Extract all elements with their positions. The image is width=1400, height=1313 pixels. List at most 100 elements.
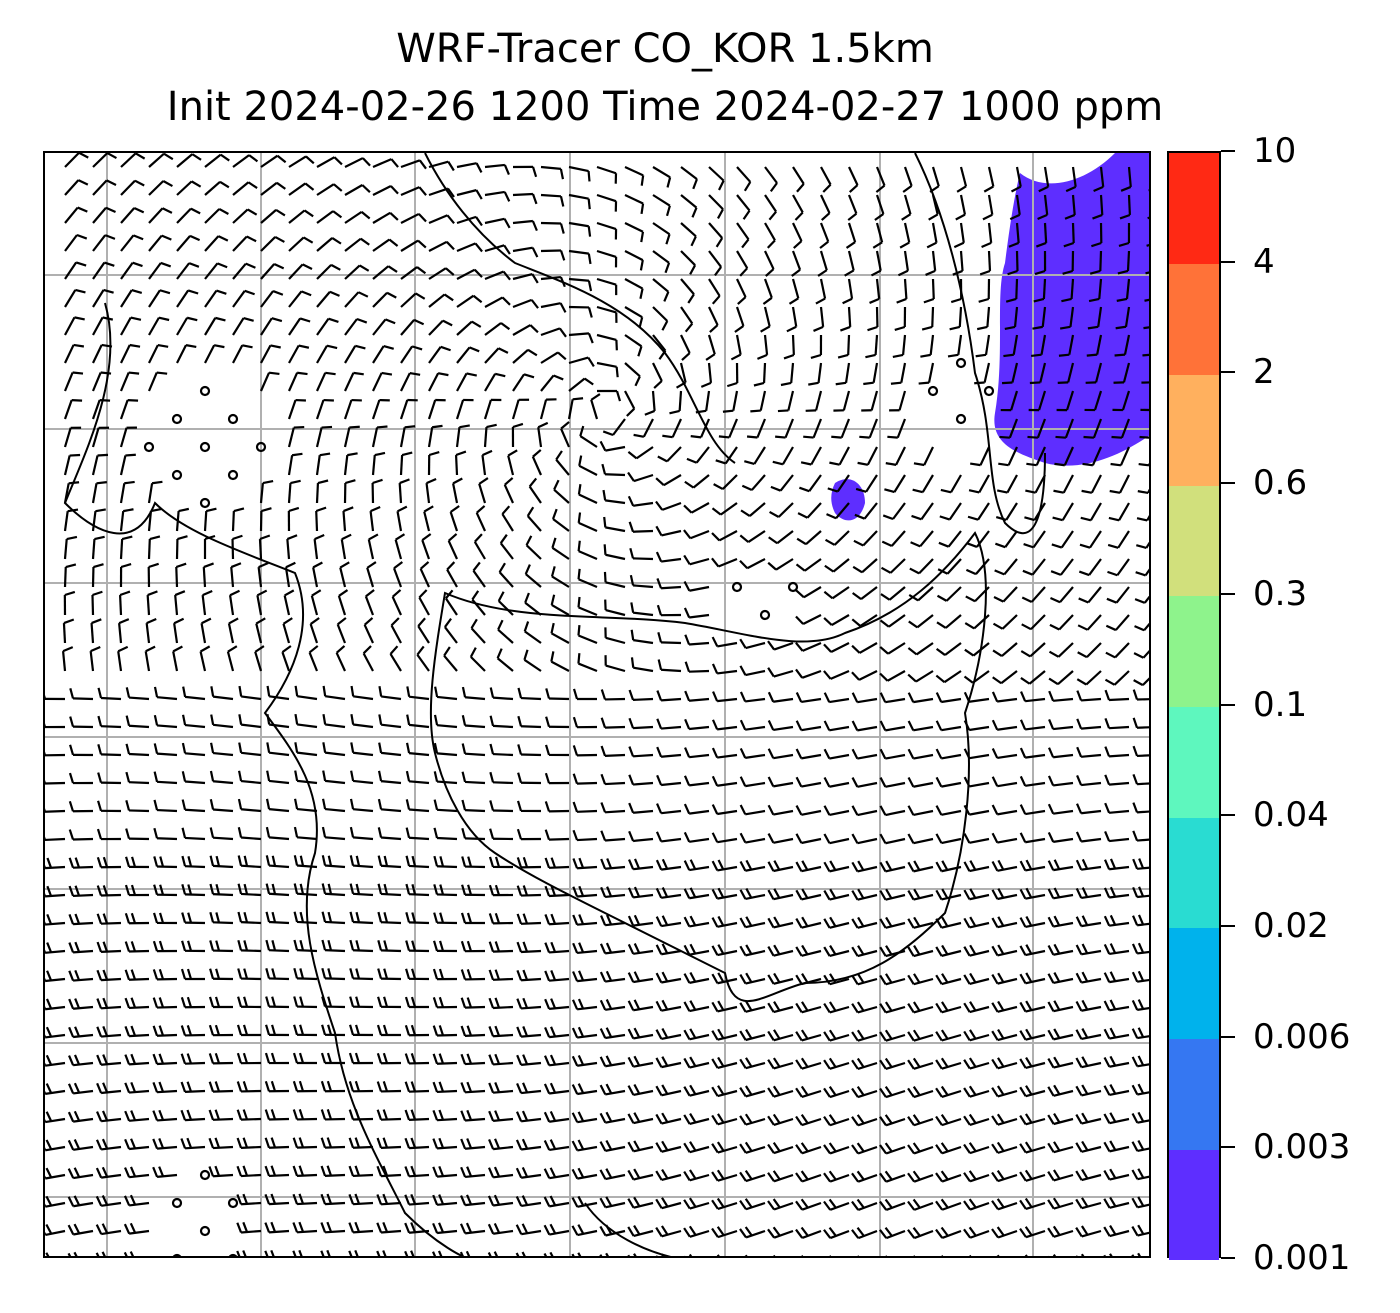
wind-barb	[652, 222, 671, 245]
wind-barb	[473, 533, 486, 560]
wind-barb	[516, 1026, 542, 1038]
wind-barb	[655, 1084, 682, 1097]
wind-barb	[180, 1081, 206, 1093]
wind-barb	[153, 884, 178, 897]
wind-barb	[1132, 745, 1149, 758]
wind-barb	[627, 914, 654, 927]
wind-barb	[120, 207, 145, 224]
wind-barb	[236, 1193, 262, 1206]
wind-barb	[378, 685, 402, 701]
wind-barb	[970, 446, 990, 467]
wind-barb	[64, 288, 86, 308]
wind-barb	[400, 239, 427, 252]
wind-barb	[935, 1085, 962, 1098]
wind-barb	[1133, 677, 1149, 687]
wind-barb	[795, 860, 822, 873]
wind-barb	[718, 418, 739, 439]
wind-barb	[734, 306, 745, 333]
wind-barb	[879, 1001, 906, 1014]
wind-barb	[1110, 446, 1131, 467]
wind-barb	[460, 1166, 486, 1179]
wind-barb	[472, 561, 486, 588]
wind-barb	[875, 166, 886, 193]
wind-barb	[655, 1197, 682, 1210]
wind-barb	[236, 1081, 262, 1093]
wind-barb	[455, 424, 470, 448]
wind-barb	[516, 1054, 542, 1066]
wind-barb	[294, 770, 318, 785]
coastline-north	[424, 153, 736, 464]
wind-barb	[767, 1001, 794, 1014]
wind-barb	[910, 530, 934, 548]
wind-barb	[148, 207, 173, 224]
wind-barb	[907, 1029, 934, 1042]
wind-barb	[428, 372, 449, 392]
wind-barb	[739, 1000, 766, 1013]
wind-barb	[148, 316, 170, 336]
wind-barb	[45, 942, 66, 954]
wind-barb	[744, 446, 766, 466]
wind-barb	[208, 1024, 234, 1037]
wind-barb	[852, 558, 878, 574]
wind-barb	[209, 968, 234, 981]
wind-barb	[232, 235, 257, 252]
wind-barb	[1047, 972, 1074, 985]
wind-barb	[444, 589, 458, 616]
calm-wind-marker	[787, 581, 799, 593]
wind-barb	[907, 805, 934, 817]
wind-barb	[405, 912, 430, 925]
wind-barb	[795, 1114, 822, 1127]
wind-barb	[260, 344, 281, 364]
wind-barb	[708, 222, 724, 248]
wind-barb	[456, 372, 477, 392]
wind-barb	[292, 1137, 318, 1149]
wind-barb	[180, 968, 206, 981]
wind-barb	[92, 153, 117, 168]
wind-barb	[624, 194, 645, 215]
wind-barb	[950, 278, 963, 304]
wind-barb	[907, 1114, 934, 1127]
wind-barb	[264, 1165, 290, 1178]
wind-barb	[517, 772, 542, 785]
wind-barb	[656, 604, 682, 617]
wind-barb	[879, 805, 906, 817]
wind-barb	[512, 192, 538, 205]
wind-barb	[363, 617, 374, 644]
wind-barb	[600, 773, 626, 786]
wind-barb	[628, 521, 654, 533]
wind-barb	[208, 996, 234, 1009]
wind-barb	[400, 318, 425, 336]
wind-barb	[995, 530, 1018, 549]
wind-barb	[544, 1026, 570, 1039]
wind-barb	[577, 484, 598, 504]
wind-barb	[1075, 1169, 1102, 1182]
wind-barb	[851, 642, 878, 654]
wind-barb	[683, 607, 710, 619]
wind-barb	[874, 194, 885, 221]
wind-barb	[1109, 474, 1130, 494]
wind-barb	[91, 535, 105, 560]
wind-barb	[879, 833, 906, 845]
wind-barb	[123, 1251, 135, 1256]
wind-barb	[316, 317, 339, 336]
wind-barb	[1103, 886, 1130, 899]
wind-barb	[1053, 474, 1074, 494]
wind-barb	[540, 165, 565, 180]
wind-barb	[1104, 802, 1130, 814]
wind-barb	[935, 1057, 962, 1070]
wind-barb	[991, 1170, 1018, 1183]
wind-barb	[739, 719, 766, 731]
wind-barb	[1000, 390, 1019, 412]
wind-barb	[1075, 1056, 1102, 1069]
wind-barb	[792, 166, 805, 193]
wind-barb	[1019, 1226, 1046, 1239]
wind-barb	[67, 1082, 94, 1095]
wind-barb	[711, 804, 738, 816]
wind-barb	[517, 744, 542, 757]
wind-barb	[265, 911, 290, 925]
wind-barb	[655, 1112, 682, 1125]
wind-barb	[965, 558, 990, 576]
wind-barb	[237, 855, 262, 869]
wind-barb	[320, 1137, 346, 1149]
wind-barb	[45, 998, 66, 1011]
